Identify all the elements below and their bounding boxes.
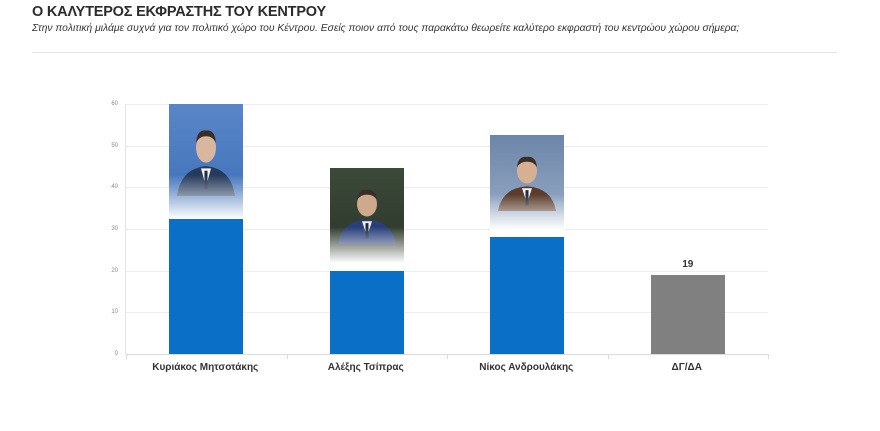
y-tick-label: 60 bbox=[111, 101, 118, 107]
chart-subtitle: Στην πολιτική μιλάμε συχνά για τον πολιτ… bbox=[32, 23, 740, 34]
chart-title: Ο ΚΑΛΥΤΕΡΟΣ ΕΚΦΡΑΣΤΗΣ ΤΟΥ ΚΕΝΤΡΟΥ bbox=[32, 4, 326, 20]
gridline bbox=[126, 104, 768, 105]
x-axis-category-label: ΔΓ/ΔΑ bbox=[671, 362, 702, 373]
x-tick-mark bbox=[447, 354, 448, 359]
bar bbox=[329, 270, 404, 354]
bar bbox=[169, 216, 244, 354]
bar-value-label: 19 bbox=[682, 258, 694, 270]
gridline bbox=[126, 229, 768, 230]
x-tick-mark bbox=[286, 354, 288, 359]
x-tick-mark bbox=[768, 354, 769, 359]
gridline bbox=[126, 312, 768, 314]
x-axis-category-label: Αλέξης Τσίπρας bbox=[327, 362, 404, 373]
candidate-photo bbox=[329, 168, 404, 263]
x-axis-category-label: Κυριάκος Μητσοτάκης bbox=[152, 362, 259, 373]
bar bbox=[490, 237, 565, 354]
x-axis-category-label: Νίκος Ανδρουλάκης bbox=[479, 362, 574, 373]
plot-area: 010203040506033202819 bbox=[111, 101, 769, 359]
y-tick-label: 20 bbox=[111, 267, 118, 274]
x-tick-mark bbox=[607, 354, 609, 359]
y-tick-label: 50 bbox=[111, 142, 118, 149]
x-tick-mark bbox=[126, 354, 127, 359]
y-tick-label: 10 bbox=[111, 309, 118, 316]
bar bbox=[650, 274, 725, 354]
y-tick-label: 30 bbox=[111, 226, 118, 232]
header-divider bbox=[32, 52, 837, 53]
gridline bbox=[126, 187, 768, 189]
gridline bbox=[126, 145, 768, 147]
gridline bbox=[126, 270, 768, 272]
y-tick-label: 40 bbox=[111, 184, 118, 191]
candidate-photo bbox=[490, 135, 565, 230]
y-tick-label: 0 bbox=[114, 351, 118, 357]
candidate-photo bbox=[169, 104, 244, 219]
